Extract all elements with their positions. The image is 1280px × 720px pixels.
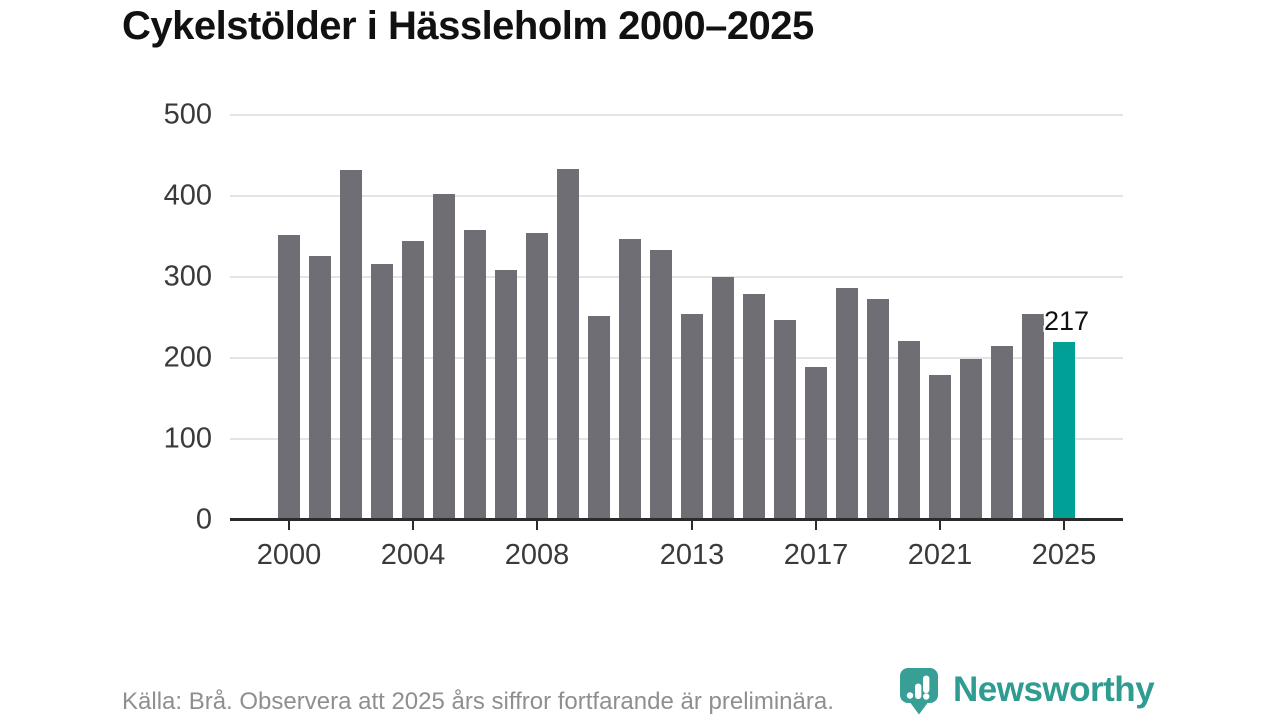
bar-2019	[867, 298, 889, 518]
gridline-500	[230, 114, 1123, 116]
x-tick-2017	[815, 521, 817, 530]
newsworthy-wordmark: Newsworthy	[953, 670, 1155, 709]
bar-2022	[960, 359, 982, 518]
x-tick-2008	[536, 521, 538, 530]
source-note: Källa: Brå. Observera att 2025 års siffr…	[122, 688, 834, 715]
y-tick-label-100: 100	[163, 422, 212, 455]
bar-2008	[526, 232, 548, 518]
y-tick-label-0: 0	[195, 503, 212, 536]
y-tick-label-300: 300	[163, 260, 212, 293]
bar-2005	[433, 194, 455, 518]
gridline-400	[230, 195, 1123, 197]
x-tick-label-2000: 2000	[256, 539, 322, 571]
bar-2000	[278, 234, 300, 518]
x-tick-label-2025: 2025	[1031, 539, 1097, 571]
bar-2024	[1022, 313, 1044, 518]
bar-2023	[991, 346, 1013, 518]
bar-2021	[929, 375, 951, 518]
highlight-value-label: 217	[1044, 306, 1090, 337]
bar-2017	[805, 366, 827, 518]
bar-2002	[340, 169, 362, 518]
y-tick-label-400: 400	[163, 179, 212, 212]
x-tick-label-2021: 2021	[907, 539, 973, 571]
x-axis-line	[230, 518, 1123, 521]
bar-2004	[402, 240, 424, 518]
bar-2010	[588, 315, 610, 518]
x-tick-2025	[1063, 521, 1065, 530]
bar-2020	[898, 341, 920, 518]
y-tick-label-500: 500	[163, 98, 212, 131]
newsworthy-logo: Newsworthy	[899, 668, 1155, 716]
bar-2012	[650, 249, 672, 518]
x-tick-2013	[691, 521, 693, 530]
y-tick-label-200: 200	[163, 341, 212, 374]
bar-2016	[774, 320, 796, 518]
bar-chart-plot-area: 0 100 200 300 400 500 2000 2004 2008 2013 2017 202…	[164, 100, 1123, 570]
bar-2006	[464, 229, 486, 518]
newsworthy-bubble-chart-icon	[900, 668, 938, 715]
bar-2013	[681, 313, 703, 518]
bar-2003	[371, 264, 393, 518]
x-tick-label-2004: 2004	[380, 539, 446, 571]
x-tick-label-2017: 2017	[783, 539, 849, 571]
x-tick-label-2013: 2013	[659, 539, 725, 571]
gridline-200	[230, 357, 1123, 359]
bar-2025	[1053, 342, 1075, 518]
chart-title: Cykelstölder i Hässleholm 2000–2025	[122, 4, 814, 48]
bar-2009	[557, 168, 579, 518]
bar-2015	[743, 294, 765, 518]
bar-2001	[309, 255, 331, 518]
bar-2014	[712, 276, 734, 518]
gridline-300	[230, 276, 1123, 278]
x-tick-2000	[288, 521, 290, 530]
x-tick-label-2008: 2008	[504, 539, 570, 571]
x-tick-2021	[939, 521, 941, 530]
bar-2011	[619, 239, 641, 518]
bar-2007	[495, 270, 517, 518]
bar-2018	[836, 287, 858, 518]
gridline-100	[230, 438, 1123, 440]
x-tick-2004	[412, 521, 414, 530]
